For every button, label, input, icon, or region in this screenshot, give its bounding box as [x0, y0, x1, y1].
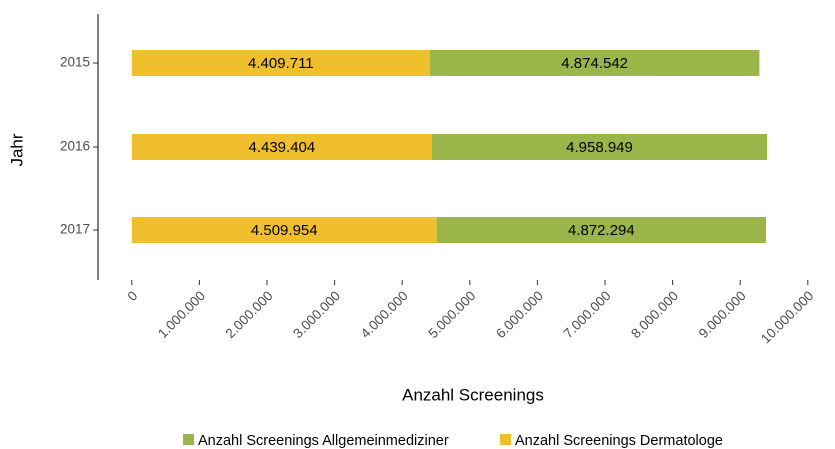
- y-tick-label: 2017: [60, 222, 90, 237]
- x-tick-label: 6.000.000: [493, 288, 546, 341]
- bar-value-label: 4.439.404: [248, 139, 315, 156]
- x-tick-label: 2.000.000: [223, 288, 276, 341]
- x-tick-label: 3.000.000: [290, 288, 343, 341]
- x-tick-label: 10.000.000: [758, 288, 816, 346]
- x-tick-label: 8.000.000: [628, 288, 681, 341]
- legend-label: Anzahl Screenings Allgemeinmediziner: [198, 433, 449, 449]
- x-tick-label: 0: [125, 288, 141, 304]
- bar-segment: [131, 217, 437, 243]
- y-axis-label: Jahr: [7, 133, 26, 166]
- bar-value-label: 4.874.542: [561, 55, 628, 72]
- x-tick-label: 9.000.000: [696, 288, 749, 341]
- bar-value-label: 4.872.294: [568, 222, 635, 239]
- x-tick-label: 1.000.000: [155, 288, 208, 341]
- bar-segment: [131, 50, 430, 76]
- x-tick-label: 4.000.000: [358, 288, 411, 341]
- x-axis-label: Anzahl Screenings: [402, 385, 544, 404]
- bar-segment: [431, 134, 768, 160]
- bar-value-label: 4.958.949: [566, 139, 633, 156]
- y-tick-label: 2015: [60, 55, 90, 70]
- x-tick-label: 7.000.000: [561, 288, 614, 341]
- legend-label: Anzahl Screenings Dermatologe: [515, 433, 723, 449]
- x-tick-label: 5.000.000: [425, 288, 478, 341]
- bar-segment: [436, 217, 767, 243]
- bar-value-label: 4.409.711: [248, 55, 314, 72]
- bar-value-label: 4.509.954: [251, 222, 318, 239]
- legend-swatch: [183, 434, 194, 445]
- legend-swatch: [500, 434, 511, 445]
- y-tick-label: 2016: [60, 139, 90, 154]
- bar-segment: [429, 50, 760, 76]
- bar-segment: [131, 134, 432, 160]
